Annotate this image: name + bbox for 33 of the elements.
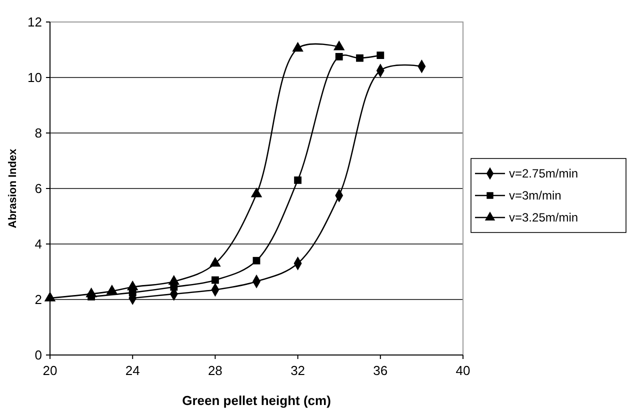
y-tick-label: 10 <box>28 70 42 86</box>
y-tick-label: 8 <box>34 126 42 141</box>
y-tick-label: 0 <box>34 348 42 363</box>
x-axis-title: Green pellet height (cm) <box>182 393 331 408</box>
y-tick-label: 6 <box>34 181 42 196</box>
legend-label: v=3m/min <box>509 188 562 203</box>
x-tick-label: 20 <box>42 363 58 378</box>
point <box>168 274 180 285</box>
y-axis-title: Abrasion Index <box>7 148 19 228</box>
x-tick-label: 28 <box>208 363 222 378</box>
point <box>106 284 118 294</box>
y-tick-label: 4 <box>34 236 42 252</box>
point <box>210 256 221 267</box>
point <box>335 52 343 60</box>
point <box>252 256 260 264</box>
x-tick-label: 24 <box>125 363 140 378</box>
x-tick-label: 36 <box>373 363 388 378</box>
legend-label: v=2.75m/min <box>509 166 578 181</box>
point <box>126 280 138 290</box>
point <box>86 287 97 298</box>
x-tick-label: 32 <box>290 363 306 378</box>
point <box>44 292 56 302</box>
x-tick-label: 40 <box>456 363 470 378</box>
point <box>292 42 304 52</box>
point <box>376 52 384 60</box>
point <box>211 276 219 284</box>
point <box>294 176 302 184</box>
point <box>333 40 345 50</box>
legend-label: v=3.25m/min <box>509 210 578 225</box>
y-tick-label: 2 <box>34 292 42 308</box>
point <box>250 188 262 198</box>
y-tick-label: 12 <box>28 14 42 30</box>
point <box>356 54 364 62</box>
